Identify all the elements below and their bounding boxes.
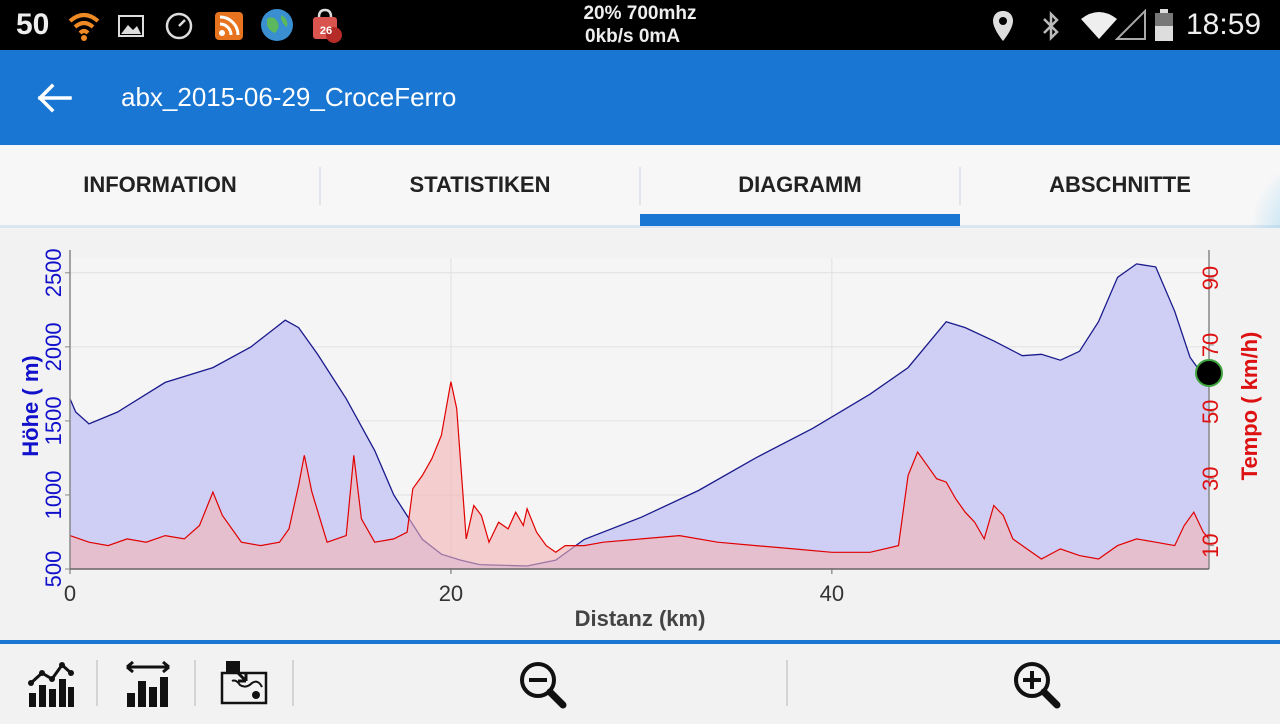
x-tick-label: 40 — [820, 581, 844, 606]
tab-information[interactable]: INFORMATION — [83, 172, 237, 197]
y-tick-label: 2000 — [41, 322, 66, 371]
notification-badge: 26 — [319, 25, 333, 37]
globe-icon — [258, 6, 296, 44]
tab-divider — [319, 167, 321, 205]
y-axis-label: Höhe ( m) — [18, 355, 43, 456]
tab-abschnitte[interactable]: ABSCHNITTE — [1049, 172, 1191, 197]
bluetooth-icon — [1036, 8, 1066, 44]
active-tab-indicator — [640, 214, 960, 226]
toolbar-divider — [786, 660, 788, 706]
toolbar-divider — [194, 660, 196, 706]
bottom-toolbar — [0, 640, 1280, 724]
horizontal-range-chart-icon — [126, 660, 170, 707]
tab-statistiken[interactable]: STATISTIKEN — [409, 172, 551, 197]
y-tick-label: 2500 — [41, 248, 66, 297]
image-icon — [116, 12, 146, 40]
level-number: 50 — [16, 8, 50, 41]
x-tick-label: 0 — [64, 581, 76, 606]
y-tick-label: 1500 — [41, 396, 66, 445]
speedometer-icon — [162, 10, 196, 42]
cpu-info-line1: 20% 700mhz — [583, 3, 697, 24]
y2-tick-label: 10 — [1198, 533, 1223, 557]
wifi-orange-icon — [64, 8, 104, 44]
rss-icon — [212, 10, 246, 42]
y2-tick-label: 70 — [1198, 333, 1223, 357]
y-tick-label: 1000 — [41, 470, 66, 519]
speed-line — [69, 381, 1210, 560]
x-axis-mode-button[interactable] — [120, 656, 176, 712]
y2-tick-label: 90 — [1198, 266, 1223, 290]
shopping-bag-icon — [308, 6, 344, 44]
chart-area[interactable]: 0 20 40 500 1000 1500 2000 2500 10 30 50 70 90 Dista… — [0, 228, 1280, 638]
wifi-icon — [1078, 8, 1120, 42]
x-tick-label: 20 — [439, 581, 463, 606]
x-axis-label: Distanz (km) — [575, 606, 706, 631]
chart-to-map-icon — [220, 661, 268, 705]
chart-type-button[interactable] — [22, 656, 78, 712]
zoom-in-button[interactable] — [1006, 656, 1066, 712]
elevation-line — [69, 263, 1210, 567]
line-bar-chart-icon — [28, 662, 74, 707]
toolbar-divider — [96, 660, 98, 706]
toolbar-divider — [292, 660, 294, 706]
zoom-in-icon — [1014, 662, 1061, 709]
tab-diagramm[interactable]: DIAGRAMM — [738, 172, 862, 197]
clock: 18:59 — [1186, 8, 1262, 41]
zoom-out-button[interactable] — [512, 656, 572, 712]
back-arrow-icon[interactable] — [34, 78, 78, 118]
y2-tick-label: 50 — [1198, 400, 1223, 424]
cursor-marker[interactable] — [1195, 359, 1223, 387]
track-title: abx_2015-06-29_CroceFerro — [121, 82, 457, 112]
speed-area — [70, 381, 1209, 569]
zoom-out-icon — [520, 662, 567, 709]
tab-divider — [959, 167, 961, 205]
cpu-info-line2: 0kb/s 0mA — [585, 26, 681, 47]
show-on-map-button[interactable] — [216, 656, 272, 712]
y2-axis-label: Tempo ( km/h) — [1237, 332, 1262, 481]
app-bar: abx_2015-06-29_CroceFerro — [0, 50, 1280, 145]
battery-icon — [1152, 6, 1176, 44]
cell-signal-icon — [1114, 8, 1148, 42]
status-bar: 50 26 20% 700mhz 0kb/s 0mA 18:59 — [0, 0, 1280, 50]
tab-divider — [639, 167, 641, 205]
y2-tick-label: 30 — [1198, 466, 1223, 490]
location-pin-icon — [988, 8, 1018, 44]
elevation-speed-chart[interactable]: 0 20 40 500 1000 1500 2000 2500 10 30 50 70 90 Dista… — [0, 228, 1280, 638]
y-tick-label: 500 — [41, 551, 66, 588]
